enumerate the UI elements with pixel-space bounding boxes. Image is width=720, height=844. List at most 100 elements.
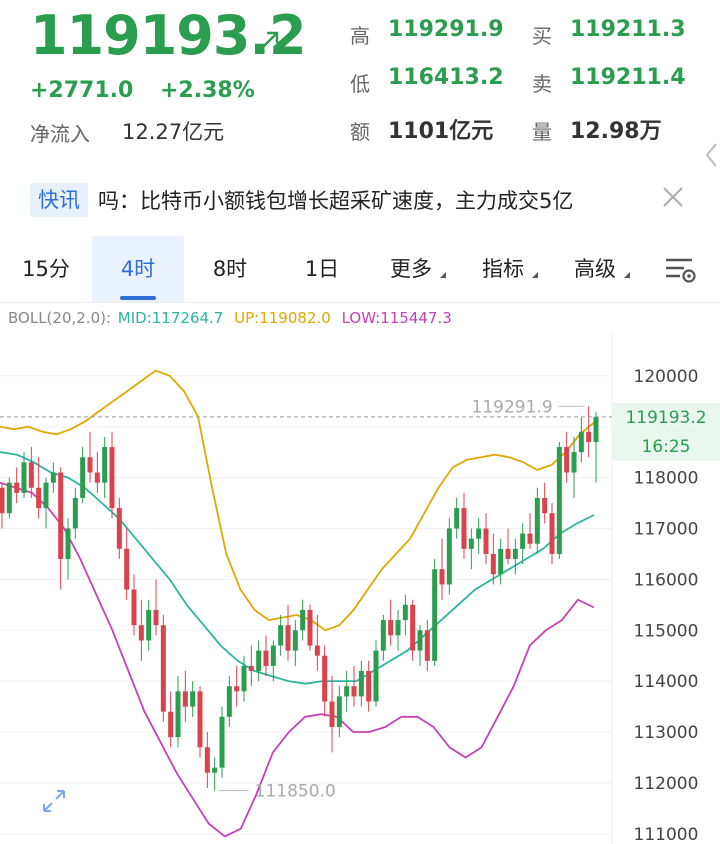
tab-indicators-label: 指标: [482, 257, 524, 281]
candle-body: [512, 548, 518, 560]
candle-body: [505, 548, 511, 560]
candle-body: [468, 538, 474, 549]
chart-settings-icon[interactable]: [664, 256, 698, 284]
tab-indicators[interactable]: 指标: [464, 236, 556, 302]
caret-icon: [434, 272, 446, 278]
candle-body: [0, 487, 5, 514]
candle-body: [586, 431, 592, 442]
caret-icon: [618, 272, 630, 278]
tab-4h[interactable]: 4时: [92, 236, 184, 302]
candle-body: [498, 548, 504, 575]
interval-tab-bar: [0, 236, 720, 303]
news-badge: 快讯: [30, 183, 88, 217]
candle-body: [109, 447, 115, 509]
candle-body: [14, 482, 20, 493]
trend-up-arrow-icon: [261, 31, 279, 49]
candle-body: [270, 645, 276, 666]
candle-body: [43, 482, 49, 509]
boll-up: UP:119082.0: [234, 309, 331, 327]
y-tick-label: 118000: [634, 469, 699, 489]
candle-body: [102, 447, 108, 483]
boll-low-line: [0, 481, 595, 838]
candle-body: [146, 609, 152, 641]
last-price-tag: 119193.2: [625, 408, 706, 428]
boll-legend: BOLL(20,2.0): MID:117264.7 UP:119082.0 L…: [8, 309, 458, 327]
caret-icon: [526, 272, 538, 278]
candle-body: [248, 665, 254, 671]
candle-body: [6, 482, 12, 514]
y-tick-label: 116000: [634, 570, 699, 590]
candle-body: [402, 604, 408, 621]
candle-body: [36, 487, 42, 509]
boll-mid-line: [0, 451, 595, 685]
boll-low: LOW:115447.3: [341, 309, 452, 327]
tab-advanced[interactable]: 高级: [556, 236, 648, 302]
candle-body: [322, 655, 328, 702]
y-tick-label: 117000: [634, 519, 699, 539]
candle-body: [483, 528, 489, 554]
candle-body: [87, 457, 93, 473]
high-value: 119291.9: [388, 17, 504, 42]
candle-body: [556, 447, 562, 554]
y-tick-label: 115000: [634, 621, 699, 641]
candle-body: [50, 472, 56, 483]
fullscreen-icon[interactable]: [40, 787, 68, 815]
y-tick-label: 112000: [634, 774, 699, 794]
candle-body: [578, 431, 584, 453]
candle-body: [454, 508, 460, 529]
candle-body: [94, 472, 100, 483]
candle-body: [446, 528, 452, 585]
candle-body: [256, 650, 262, 671]
candle-body: [28, 462, 34, 488]
candle-body: [58, 472, 64, 560]
tab-15min[interactable]: 15分: [22, 257, 70, 281]
countdown-tag: 16:25: [642, 437, 691, 457]
candle-body: [197, 691, 203, 748]
ask-value: 119211.4: [570, 65, 686, 90]
collapse-arrow-icon[interactable]: [704, 142, 718, 168]
candle-body: [461, 508, 467, 549]
tab-8h[interactable]: 8时: [212, 257, 248, 281]
candle-body: [138, 625, 144, 641]
candle-body: [380, 620, 386, 651]
y-tick-label: 120000: [634, 367, 699, 387]
candle-body: [520, 533, 526, 549]
candle-body: [490, 553, 496, 575]
candle-body: [417, 630, 423, 651]
candle-body: [395, 620, 401, 636]
amount-label: 额: [350, 120, 370, 144]
candle-body: [131, 589, 137, 626]
candle-body: [226, 686, 232, 717]
candle-body: [72, 497, 78, 529]
candle-body: [153, 609, 159, 626]
candle-body: [219, 716, 225, 768]
low-value: 116413.2: [388, 65, 504, 90]
y-tick-label: 114000: [634, 672, 699, 692]
candle-body: [307, 609, 313, 646]
amount-value: 1101亿元: [388, 119, 494, 144]
candle-body: [234, 686, 240, 692]
tab-more-label: 更多: [390, 257, 432, 281]
tab-advanced-label: 高级: [574, 257, 616, 281]
candlestick-chart[interactable]: 1200001190001180001170001160001150001140…: [0, 330, 720, 844]
close-icon[interactable]: [660, 184, 686, 210]
candle-body: [175, 691, 181, 738]
candle-body: [329, 701, 335, 727]
candle-body: [542, 497, 548, 514]
tab-1d[interactable]: 1日: [304, 257, 340, 281]
candle-body: [593, 416, 599, 442]
last-price: 119193.2: [30, 4, 307, 67]
candle-body: [190, 691, 196, 707]
candle-body: [182, 691, 188, 707]
candle-body: [358, 670, 364, 697]
candle-body: [300, 609, 306, 631]
candle-body: [314, 645, 320, 656]
candle-body: [263, 650, 269, 666]
candle-body: [116, 508, 122, 549]
low-marker-label: 111850.0: [255, 782, 336, 802]
candle-body: [351, 686, 357, 697]
news-headline[interactable]: 吗：比特币小额钱包增长超采矿速度，主力成交5亿: [98, 189, 574, 213]
candle-body: [424, 630, 430, 661]
tab-more[interactable]: 更多: [372, 236, 464, 302]
candle-body: [476, 528, 482, 539]
